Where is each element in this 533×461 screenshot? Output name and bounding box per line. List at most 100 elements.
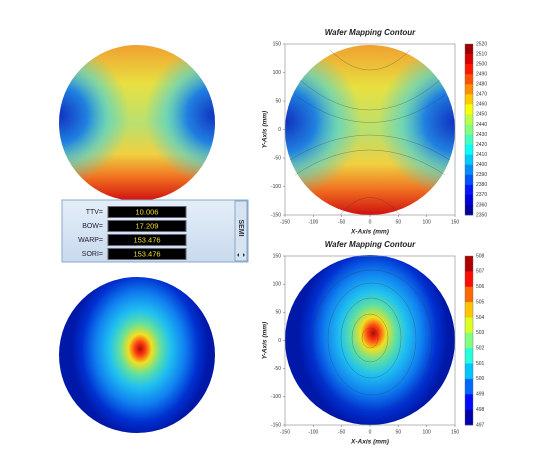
colorbar-label: 503 [476,330,485,336]
colorbar-segment [465,164,473,176]
colorbar-segment [465,174,473,186]
colorbar-label: 501 [476,361,485,367]
y-tick-label: -100 [271,184,281,190]
colorbar-label: 2510 [476,51,487,57]
y-tick-label: 100 [273,70,282,76]
x-tick-label: 0 [369,429,372,435]
y-tick-label: 150 [273,41,282,47]
metric-label: BOW= [82,223,103,230]
colorbar-label: 2350 [476,212,487,218]
colorbar-label: 2480 [476,82,487,88]
y-tick-label: -50 [274,366,281,372]
colorbar-label: 2460 [476,102,487,108]
tab-label[interactable]: SEMI [237,219,244,236]
colorbar-segment [465,394,473,410]
metric-box [107,206,187,218]
colorbar-label: 2470 [476,92,487,98]
x-tick-label: 0 [369,219,372,225]
colorbar-segment [465,64,473,75]
chart-title: Wafer Mapping Contour [325,240,416,249]
metric-box [107,248,187,260]
x-tick-label: 100 [422,219,431,225]
colorbar-label: 506 [476,284,485,290]
colorbar-label: 2450 [476,112,487,118]
colorbar-label: 502 [476,346,485,352]
y-axis-title: Y-Axis (mm) [262,322,269,359]
x-tick-label: -150 [280,219,290,225]
colorbar-segment [465,104,473,115]
metric-label: TTV= [86,209,103,216]
colorbar-segment [465,74,473,85]
y-tick-label: -150 [271,212,281,218]
tab-arrows[interactable] [237,253,245,257]
colorbar-label: 2380 [476,182,487,188]
x-axis-title: X-Axis (mm) [350,229,389,236]
y-tick-label: 100 [273,281,282,287]
colorbar-label: 499 [476,392,485,398]
metric-box [107,220,187,232]
metric-label: WARP= [78,237,103,244]
metric-box [107,234,187,246]
colorbar-label: 497 [476,422,485,428]
colorbar-segment [465,271,473,288]
wafer-map-bottom [59,277,215,433]
colorbar-segment [465,144,473,155]
colorbar-label: 500 [476,376,485,382]
colorbar-label: 2490 [476,72,487,78]
y-axis-title: Y-Axis (mm) [262,111,269,148]
y-tick-label: 150 [273,253,282,259]
x-tick-label: 100 [422,429,431,435]
colorbar-segment [465,256,473,272]
colorbar-label: 2500 [476,61,487,67]
colorbar-segment [465,194,473,206]
x-tick-label: -150 [280,429,290,435]
colorbar-segment [465,302,473,318]
metric-value: 10.006 [136,207,159,216]
contour-top [285,45,455,216]
colorbar-label: 2410 [476,152,487,158]
metric-value: 153.476 [133,235,160,244]
colorbar-segment [465,332,473,349]
x-tick-label: -100 [308,429,318,435]
colorbar-segment [465,134,473,145]
colorbar-segment [465,348,473,364]
colorbar-label: 2420 [476,142,487,148]
colorbar-label: 2390 [476,172,487,178]
y-tick-label: -150 [271,422,281,428]
y-tick-label: 0 [278,338,281,344]
y-tick-label: -50 [274,155,281,161]
colorbar-segment [465,54,473,65]
x-tick-label: 50 [396,429,402,435]
colorbar-frame [464,255,474,426]
colorbar-segment [465,378,473,395]
colorbar-label: 498 [476,407,485,413]
colorbar-label: 2520 [476,41,487,47]
colorbar-segment [465,184,473,196]
y-tick-label: 50 [275,98,281,104]
colorbar-segment [465,84,473,95]
colorbar-segment [465,124,473,135]
x-tick-label: -50 [338,219,345,225]
y-tick-label: 0 [278,127,281,133]
colorbar-segment [465,409,473,426]
x-axis-title: X-Axis (mm) [350,439,389,446]
x-tick-label: 150 [451,219,460,225]
colorbar-label: 504 [476,315,485,321]
colorbar-segment [465,317,473,334]
colorbar-segment [465,363,473,380]
x-tick-label: -50 [338,429,345,435]
colorbar-frame [464,43,474,216]
wafer-map-top [59,45,215,201]
contour-bottom [285,255,455,425]
colorbar-segment [465,204,473,216]
colorbar-label: 2440 [476,122,487,128]
colorbar-label: 2360 [476,202,487,208]
y-tick-label: 50 [275,310,281,316]
colorbar-label: 508 [476,253,485,259]
colorbar-label: 2370 [476,192,487,198]
colorbar-segment [465,114,473,125]
y-tick-label: -100 [271,394,281,400]
x-tick-label: -100 [308,219,318,225]
chart-title: Wafer Mapping Contour [325,28,416,37]
